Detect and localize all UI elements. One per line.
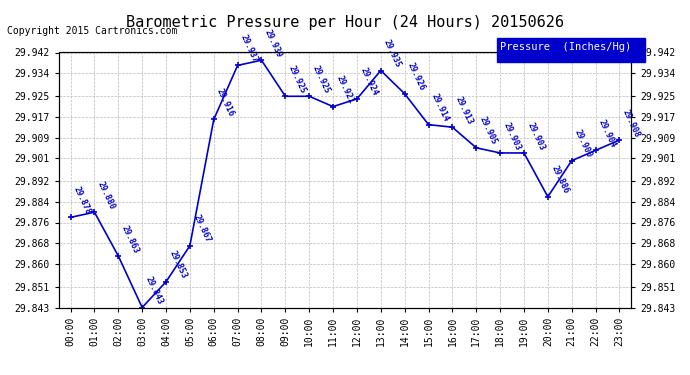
Text: Barometric Pressure per Hour (24 Hours) 20150626: Barometric Pressure per Hour (24 Hours) … [126,15,564,30]
Text: 29.935: 29.935 [382,38,403,69]
Text: 29.900: 29.900 [573,128,594,159]
Text: 29.905: 29.905 [477,116,498,146]
Text: 29.853: 29.853 [168,249,188,280]
Text: 29.925: 29.925 [287,64,308,95]
Text: 29.926: 29.926 [406,62,427,92]
Text: 29.913: 29.913 [454,95,475,126]
Text: 29.867: 29.867 [191,213,212,244]
Text: 29.863: 29.863 [119,224,141,255]
Text: 29.886: 29.886 [549,164,570,195]
Text: 29.939: 29.939 [263,28,284,59]
Text: 29.924: 29.924 [358,66,380,98]
Text: Copyright 2015 Cartronics.com: Copyright 2015 Cartronics.com [7,26,177,36]
Text: 29.904: 29.904 [597,118,618,149]
Text: 29.937: 29.937 [239,33,260,64]
Text: 29.903: 29.903 [525,121,546,152]
Text: 29.914: 29.914 [430,92,451,123]
Text: 29.878: 29.878 [72,185,93,216]
Text: 29.903: 29.903 [502,121,522,152]
Text: 29.916: 29.916 [215,87,236,118]
Text: 29.880: 29.880 [96,180,117,211]
Text: 29.843: 29.843 [144,275,164,306]
Text: 29.925: 29.925 [310,64,331,95]
Text: 29.921: 29.921 [335,74,355,105]
Text: Pressure  (Inches/Hg): Pressure (Inches/Hg) [500,42,631,52]
Text: 29.908: 29.908 [621,108,642,139]
